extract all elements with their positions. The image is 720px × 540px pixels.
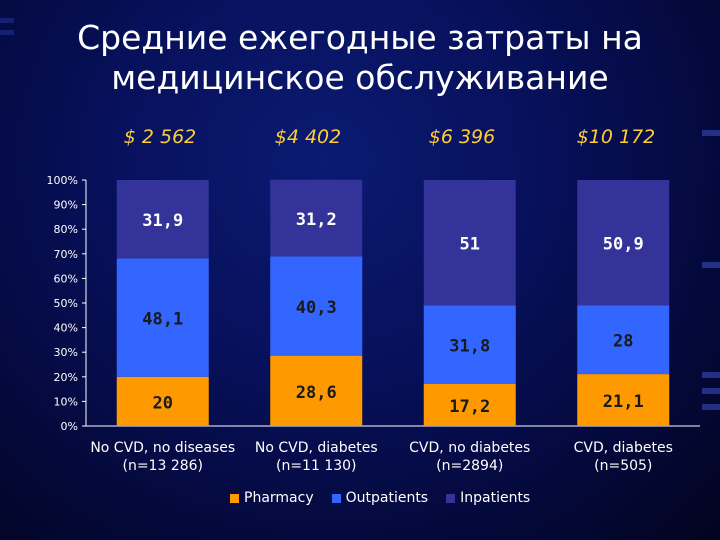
data-label-inpatients: 50,9 (603, 235, 644, 255)
x-category-label: (n=11 130) (276, 458, 357, 474)
x-category-label: (n=505) (594, 458, 652, 474)
data-label-inpatients: 31,9 (142, 211, 183, 231)
chart-title-line-1: Средние ежегодные затраты на (77, 18, 643, 57)
x-category-label: No CVD, diabetes (255, 440, 378, 456)
decor-bar (0, 18, 14, 23)
x-category-label: CVD, diabetes (574, 440, 673, 456)
bar-inpatients (270, 179, 363, 257)
x-category-label: No CVD, no diseases (90, 440, 235, 456)
cost-label-4: $10 172 (576, 126, 656, 148)
bar-pharmacy (270, 355, 363, 426)
legend-item-outpatients: Outpatients (331, 490, 429, 506)
chart-title-line-2: медицинское обслуживание (111, 58, 609, 97)
bar-inpatients (423, 180, 516, 306)
y-tick-label: 10% (54, 395, 78, 408)
y-tick-label: 40% (54, 322, 78, 335)
x-category-label: CVD, no diabetes (409, 440, 530, 456)
decor-bar (702, 404, 720, 410)
y-tick-label: 90% (54, 199, 78, 212)
data-label-outpatients: 40,3 (296, 298, 337, 318)
y-tick-label: 0% (61, 420, 78, 433)
cost-label-3: $6 396 (428, 126, 496, 148)
legend-label-outpatients: Outpatients (345, 490, 429, 506)
decor-bar (702, 130, 720, 136)
cost-label-1: $ 2 562 (123, 126, 197, 148)
x-category-label: (n=2894) (436, 458, 503, 474)
data-label-outpatients: 31,8 (449, 337, 490, 357)
bar-outpatients (423, 305, 516, 384)
x-category-label: (n=13 286) (122, 458, 203, 474)
data-label-pharmacy: 21,1 (603, 392, 644, 412)
chart-title: Средние ежегодные затраты на медицинское… (40, 18, 680, 98)
bar-pharmacy (577, 374, 670, 426)
legend-swatch-outpatients (331, 493, 341, 503)
legend-item-inpatients: Inpatients (446, 490, 530, 506)
decor-bar (0, 30, 14, 35)
cost-label-2: $4 402 (274, 126, 342, 148)
legend-swatch-pharmacy (230, 493, 239, 503)
decor-bar (702, 372, 720, 378)
data-label-inpatients: 51 (460, 235, 480, 255)
legend-label-inpatients: Inpatients (460, 490, 531, 506)
y-tick-label: 70% (54, 248, 78, 261)
data-label-outpatients: 48,1 (142, 310, 183, 330)
legend-label-pharmacy: Pharmacy (244, 490, 314, 506)
data-label-pharmacy: 17,2 (449, 397, 490, 417)
y-tick-label: 30% (54, 346, 78, 359)
legend-item-pharmacy: Pharmacy (230, 490, 314, 506)
legend-swatch-inpatients (446, 493, 456, 503)
bar-outpatients (577, 305, 670, 375)
decor-bar (702, 388, 720, 394)
data-label-pharmacy: 20 (153, 393, 173, 413)
bar-pharmacy (116, 376, 209, 426)
chart-legend: Pharmacy Outpatients Inpatients (230, 490, 530, 506)
y-tick-label: 80% (54, 223, 78, 236)
bar-pharmacy (423, 383, 516, 426)
y-tick-label: 20% (54, 371, 78, 384)
y-tick-label: 100% (47, 174, 78, 187)
bar-outpatients (116, 258, 209, 377)
data-label-inpatients: 31,2 (296, 210, 337, 230)
bar-inpatients (116, 180, 209, 259)
decor-bar (702, 262, 720, 268)
y-tick-label: 60% (54, 272, 78, 285)
data-label-pharmacy: 28,6 (296, 383, 337, 403)
y-tick-label: 50% (54, 297, 78, 310)
bar-inpatients (577, 180, 670, 306)
data-label-outpatients: 28 (613, 332, 633, 352)
bar-outpatients (270, 256, 363, 356)
